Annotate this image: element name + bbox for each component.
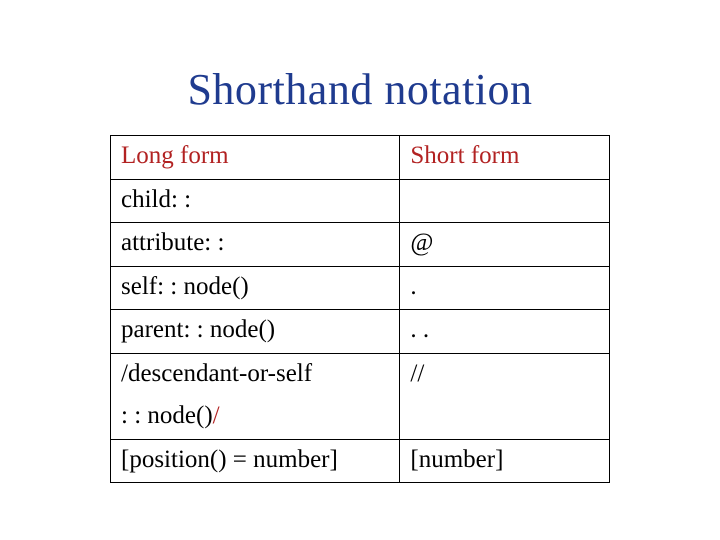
col-long-form: Long form	[111, 136, 400, 180]
cell-long: child: :	[111, 179, 400, 223]
cell-short: //	[400, 353, 610, 396]
table-row: child: :	[111, 179, 610, 223]
page-title: Shorthand notation	[0, 64, 720, 115]
cell-short	[400, 179, 610, 223]
cell-short: .	[400, 266, 610, 310]
col-short-form: Short form	[400, 136, 610, 180]
node-text: : : node()	[121, 402, 213, 429]
table-row: self: : node() .	[111, 266, 610, 310]
notation-table-wrap: Long form Short form child: : attribute:…	[110, 135, 610, 483]
cell-long: [position() = number]	[111, 439, 400, 483]
table-row: attribute: : @	[111, 223, 610, 267]
cell-short: . .	[400, 310, 610, 354]
cell-long: attribute: :	[111, 223, 400, 267]
cell-long: parent: : node()	[111, 310, 400, 354]
notation-table: Long form Short form child: : attribute:…	[110, 135, 610, 483]
table-header-row: Long form Short form	[111, 136, 610, 180]
cell-long-continued: : : node()/	[111, 396, 400, 439]
table-row: parent: : node() . .	[111, 310, 610, 354]
cell-short: @	[400, 223, 610, 267]
table-row: [position() = number] [number]	[111, 439, 610, 483]
cell-short-continued	[400, 396, 610, 439]
slide: Shorthand notation Long form Short form …	[0, 0, 720, 540]
cell-long: /descendant-or-self	[111, 353, 400, 396]
cell-long: self: : node()	[111, 266, 400, 310]
table-row: /descendant-or-self //	[111, 353, 610, 396]
cell-short: [number]	[400, 439, 610, 483]
table-row: : : node()/	[111, 396, 610, 439]
slash-highlight: /	[213, 402, 220, 429]
